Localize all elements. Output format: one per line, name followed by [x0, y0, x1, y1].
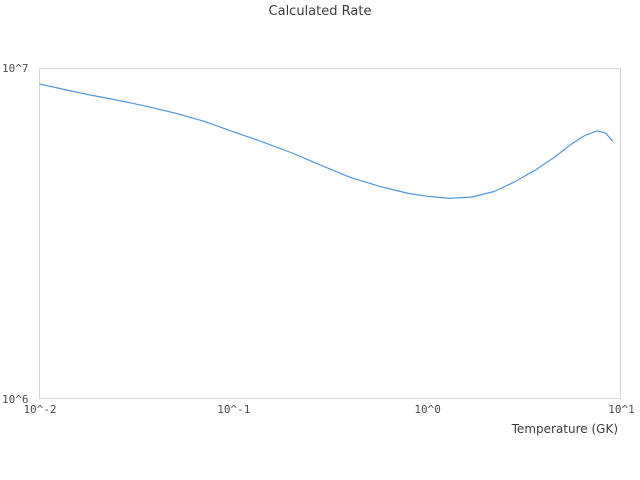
x-tick-label: 10^0 — [414, 403, 441, 416]
x-tick-label: 10^-2 — [23, 403, 57, 416]
x-tick-label: 10^-1 — [217, 403, 251, 416]
y-tick-label: 10^6 — [2, 392, 29, 406]
x-axis-label: Temperature (GK) — [511, 422, 618, 436]
chart-title: Calculated Rate — [268, 4, 372, 19]
x-tick-label: 10^1 — [608, 403, 635, 416]
y-tick-label: 10^7 — [2, 62, 29, 75]
plot-area — [39, 68, 621, 399]
